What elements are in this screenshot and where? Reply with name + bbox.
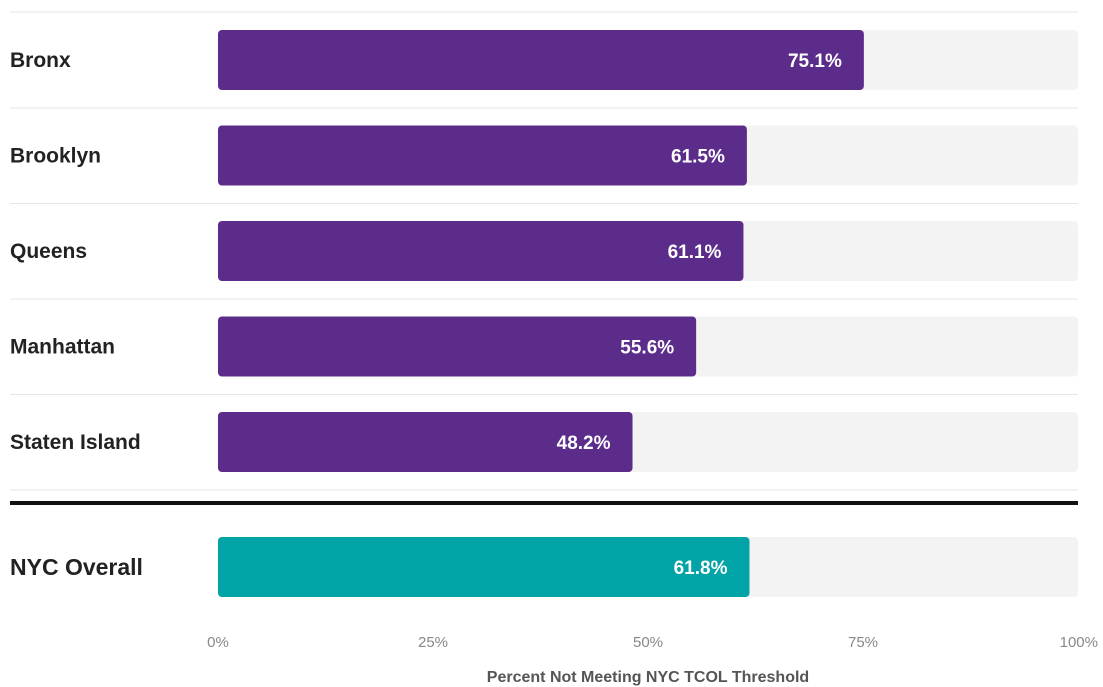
- x-tick-label: 75%: [848, 634, 878, 651]
- bar: [218, 221, 744, 281]
- x-axis: 0% 25% 50% 75% 100%: [207, 634, 1098, 651]
- bar: [218, 316, 697, 377]
- x-tick-label: 100%: [1060, 634, 1098, 651]
- overall-bar: [218, 537, 750, 597]
- category-label: Bronx: [10, 49, 71, 72]
- x-tick-label: 50%: [633, 634, 663, 651]
- category-label: Brooklyn: [10, 145, 101, 168]
- data-label: 61.1%: [668, 242, 722, 263]
- data-label: 61.5%: [671, 147, 725, 168]
- bar: [218, 412, 633, 472]
- x-axis-title: Percent Not Meeting NYC TCOL Threshold: [487, 669, 809, 686]
- overall-row: NYC Overall 61.8%: [10, 537, 1078, 597]
- category-label: Manhattan: [10, 336, 115, 359]
- bar: [218, 125, 747, 186]
- borough-rows: Bronx 75.1% Brooklyn 61.5% Queens 61.1% Manhat…: [10, 30, 1078, 472]
- bar-row: Manhattan 55.6%: [10, 316, 1078, 377]
- category-label: Queens: [10, 240, 87, 263]
- overall-data-label: 61.8%: [674, 558, 728, 579]
- overall-label: NYC Overall: [10, 554, 143, 580]
- bar-row: Bronx 75.1%: [10, 30, 1078, 90]
- x-tick-label: 0%: [207, 634, 229, 651]
- row-dividers: [10, 11, 1078, 491]
- data-label: 55.6%: [620, 338, 674, 359]
- category-label: Staten Island: [10, 431, 141, 454]
- bar: [218, 30, 864, 90]
- bar-row: Queens 61.1%: [10, 221, 1078, 281]
- data-label: 48.2%: [557, 433, 611, 454]
- bar-row: Brooklyn 61.5%: [10, 125, 1078, 186]
- x-tick-label: 25%: [418, 634, 448, 651]
- bar-row: Staten Island 48.2%: [10, 412, 1078, 472]
- data-label: 75.1%: [788, 51, 842, 72]
